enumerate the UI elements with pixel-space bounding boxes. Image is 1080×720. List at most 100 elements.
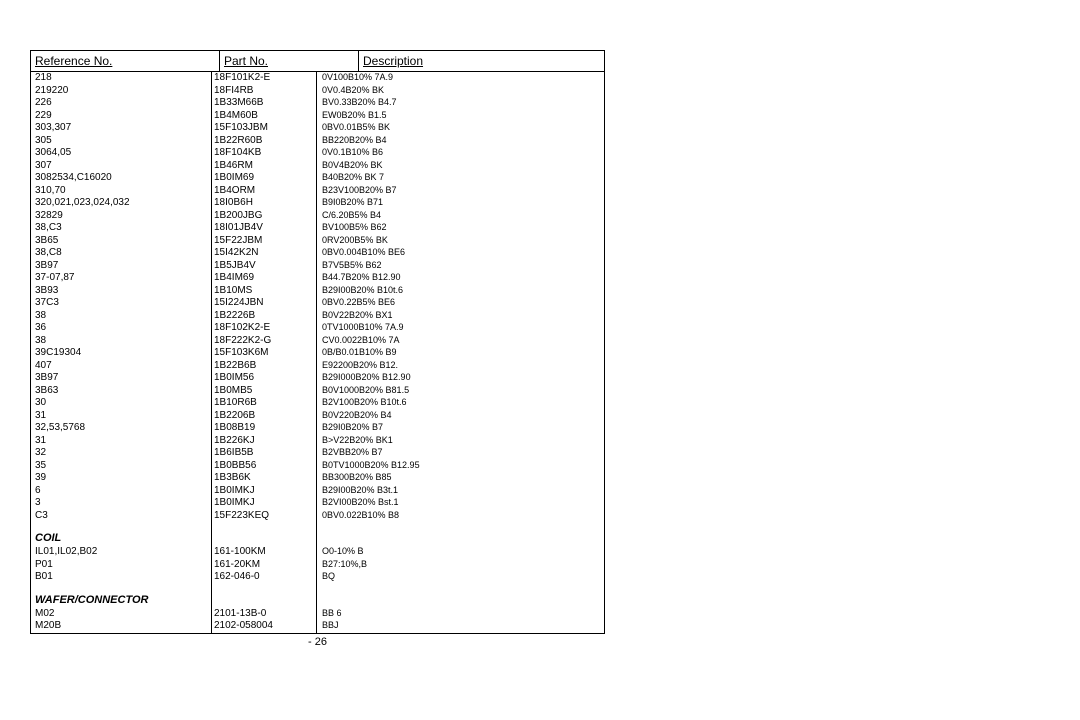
section-heading: COIL [31,522,604,546]
cell-desc: B0V22B20% BX1 [319,310,592,323]
cell-part: 1B200JBG [211,210,279,223]
cell-reference: 229 [35,110,211,123]
cell-part: 1B33M66B [211,97,279,110]
cell-part: 161-100KM [211,546,279,559]
table-row: 3B971B0IM56B29I000B20% B12.90 [31,372,604,385]
column-header-part: Part No. [219,51,358,71]
cell-value [279,297,319,310]
cell-desc: B7V5B5% B62 [319,260,592,273]
table-row: 301B10R6BB2V100B20% B10t.6 [31,397,604,410]
cell-value [279,310,319,323]
cell-value [279,460,319,473]
cell-part: 15I224JBN [211,297,279,310]
cell-desc: B0V220B20% B4 [319,410,592,423]
cell-value [279,97,319,110]
cell-desc: B0V1000B20% B81.5 [319,385,592,398]
table-row: 61B0IMKJB29I00B20% B3t.1 [31,485,604,498]
table-row: 2291B4M60B EW0B20% B1.5 [31,110,604,123]
cell-part: 18I0B6H [211,197,279,210]
cell-part: 18F102K2-E [211,322,279,335]
cell-part: 1B22B6B [211,360,279,373]
cell-desc: E92200B20% B12. [319,360,592,373]
cell-part: 1B4ORM [211,185,279,198]
table-row: 3618F102K2-E0TV1000B10% 7A.9 [31,322,604,335]
cell-value [279,372,319,385]
table-row: 37-07,871B4IM69B44.7B20% B12.90 [31,272,604,285]
cell-reference: C3 [35,510,211,523]
column-header-reference: Reference No. [31,51,219,71]
cell-value [279,122,319,135]
cell-value [279,260,319,273]
cell-desc: B29I0B20% B7 [319,422,592,435]
cell-desc: B2VBB20% B7 [319,447,592,460]
cell-desc: BB300B20% B85 [319,472,592,485]
cell-reference: 3B65 [35,235,211,248]
cell-reference: M02 [35,608,211,621]
table-row: 37C315I224JBN 0BV0.22B5% BE6 [31,297,604,310]
cell-desc: EW0B20% B1.5 [319,110,592,123]
page-number: - 26 [30,634,605,648]
cell-desc: B2VI00B20% Bst.1 [319,497,592,510]
table-row: 3051B22R60BBB220B20% B4 [31,135,604,148]
cell-desc: B2V100B20% B10t.6 [319,397,592,410]
cell-desc: BQ [319,571,592,584]
cell-desc: B9I0B20% B71 [319,197,592,210]
table-row: 3818F222K2-GCV0.0022B10% 7A [31,335,604,348]
cell-desc: B29I00B20% B10t.6 [319,285,592,298]
cell-part: 18I01JB4V [211,222,279,235]
section-heading: WAFER/CONNECTOR [31,584,604,608]
cell-desc: B0TV1000B20% B12.95 [319,460,592,473]
cell-reference: 39C19304 [35,347,211,360]
cell-part: 1B0BB56 [211,460,279,473]
cell-desc: 0BV0.22B5% BE6 [319,297,592,310]
cell-value [279,559,319,572]
cell-reference: 310,70 [35,185,211,198]
cell-desc: BB220B20% B4 [319,135,592,148]
cell-reference: 3 [35,497,211,510]
cell-desc: B29I000B20% B12.90 [319,372,592,385]
cell-part: 15F22JBM [211,235,279,248]
table-row: 31B0IMKJB2VI00B20% Bst.1 [31,497,604,510]
cell-reference: 37C3 [35,297,211,310]
cell-value [279,360,319,373]
table-row: P01161-20KMB27:10%,B [31,559,604,572]
table-row: M022101-13B-0BB 6 [31,608,604,621]
cell-value [279,335,319,348]
cell-part: 1B4M60B [211,110,279,123]
cell-value [279,435,319,448]
cell-part: 18FI4RB [211,85,279,98]
table-row: 3B631B0MB5B0V1000B20% B81.5 [31,385,604,398]
cell-part: 1B10MS [211,285,279,298]
table-row: 4071B22B6B E92200B20% B12. [31,360,604,373]
cell-value [279,497,319,510]
cell-desc: 0TV1000B10% 7A.9 [319,322,592,335]
cell-value [279,347,319,360]
cell-reference: 226 [35,97,211,110]
cell-part: 1B0IMKJ [211,485,279,498]
table-row: 321B6IB5BB2VBB20% B7 [31,447,604,460]
cell-value [279,247,319,260]
table-row: 38,C318I01JB4VBV100B5% B62 [31,222,604,235]
cell-value [279,135,319,148]
cell-reference: B01 [35,571,211,584]
cell-part: 18F222K2-G [211,335,279,348]
cell-reference: 38,C8 [35,247,211,260]
cell-reference: 3B63 [35,385,211,398]
cell-reference: 407 [35,360,211,373]
cell-reference: 3082534,C16020 [35,172,211,185]
table-row: 3082534,C160201B0IM69B40B20% BK 7 [31,172,604,185]
cell-part: 1B2226B [211,310,279,323]
table-row: IL01,IL02,B02161-100KMO0-10% B [31,546,604,559]
cell-reference: 3064,05 [35,147,211,160]
cell-reference: M20B [35,620,211,633]
cell-value [279,85,319,98]
cell-desc: 0BV0.022B10% B8 [319,510,592,523]
cell-desc: 0BV0.004B10% BE6 [319,247,592,260]
cell-value [279,185,319,198]
cell-reference: 38 [35,310,211,323]
cell-value [279,546,319,559]
column-header-desc: Description [358,51,592,71]
table-row: 310,701B4ORMB23V100B20% B7 [31,185,604,198]
cell-value [279,385,319,398]
cell-desc: 0V0.1B10% B6 [319,147,592,160]
